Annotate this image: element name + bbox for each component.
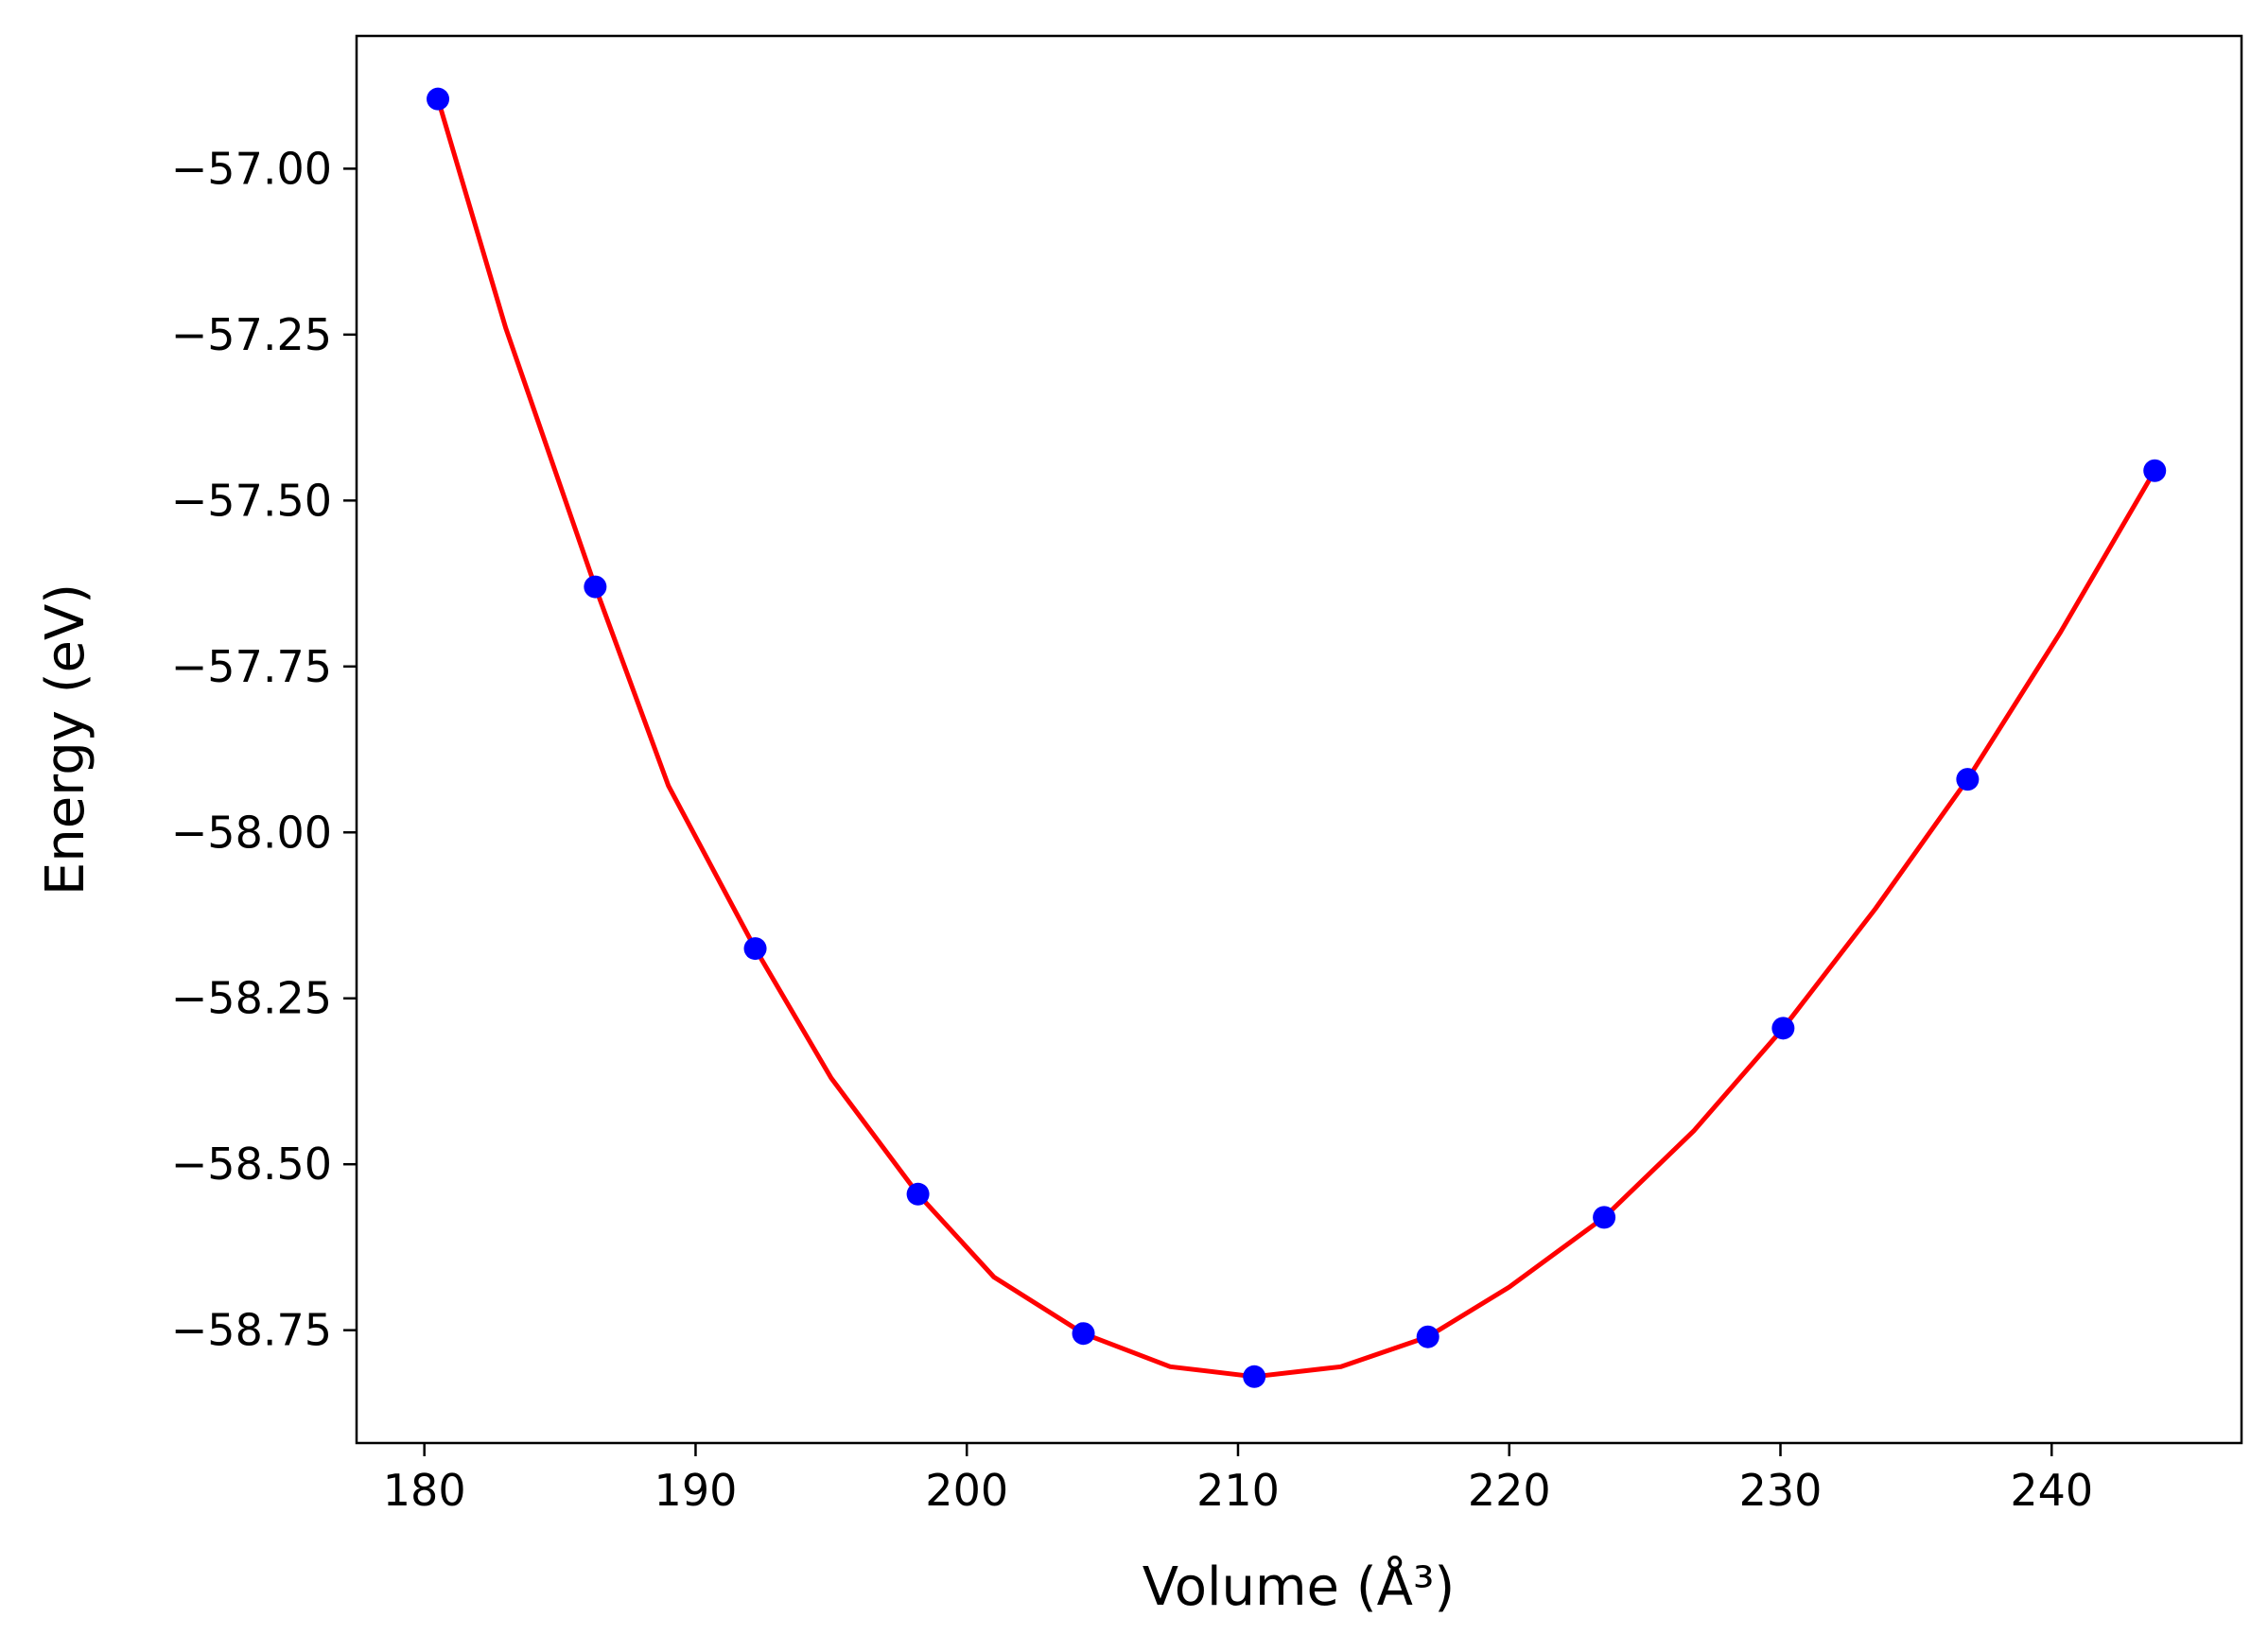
y-tick-label: −58.25 xyxy=(171,973,332,1024)
data-point xyxy=(1072,1322,1095,1346)
data-point xyxy=(1956,768,1980,791)
x-axis-label: Volume (Å³) xyxy=(1143,1556,1456,1618)
data-point xyxy=(1771,1017,1795,1040)
y-tick-label: −57.00 xyxy=(171,143,332,194)
data-point xyxy=(906,1182,930,1206)
y-axis-label: Energy (eV) xyxy=(35,583,96,896)
y-axis-ticks: −57.00 −57.25 −57.50 −57.75 −58.00 −58.25 −58.… xyxy=(171,143,357,1356)
data-point xyxy=(743,937,767,961)
data-point xyxy=(2143,459,2167,482)
data-point xyxy=(1243,1365,1266,1388)
x-axis-ticks: 180 190 200 210 220 230 240 xyxy=(383,1443,2093,1516)
y-tick-label: −57.75 xyxy=(171,641,332,692)
data-point xyxy=(427,87,450,111)
plot-area xyxy=(427,87,2167,1388)
y-tick-label: −58.50 xyxy=(171,1139,332,1190)
fit-curve-line xyxy=(435,97,2157,1380)
y-tick-label: −57.50 xyxy=(171,475,332,526)
data-point xyxy=(1593,1206,1616,1229)
plot-frame xyxy=(355,34,2243,1445)
x-tick-label: 220 xyxy=(1468,1465,1551,1516)
x-tick-label: 240 xyxy=(2010,1465,2093,1516)
y-tick-label: −57.25 xyxy=(171,309,332,360)
data-point xyxy=(584,575,607,599)
x-tick-label: 180 xyxy=(383,1465,466,1516)
x-tick-label: 230 xyxy=(1739,1465,1823,1516)
x-tick-label: 200 xyxy=(925,1465,1008,1516)
data-point xyxy=(1416,1325,1439,1348)
y-tick-label: −58.75 xyxy=(171,1305,332,1356)
y-tick-label: −58.00 xyxy=(171,807,332,858)
x-tick-label: 210 xyxy=(1196,1465,1280,1516)
x-tick-label: 190 xyxy=(654,1465,738,1516)
